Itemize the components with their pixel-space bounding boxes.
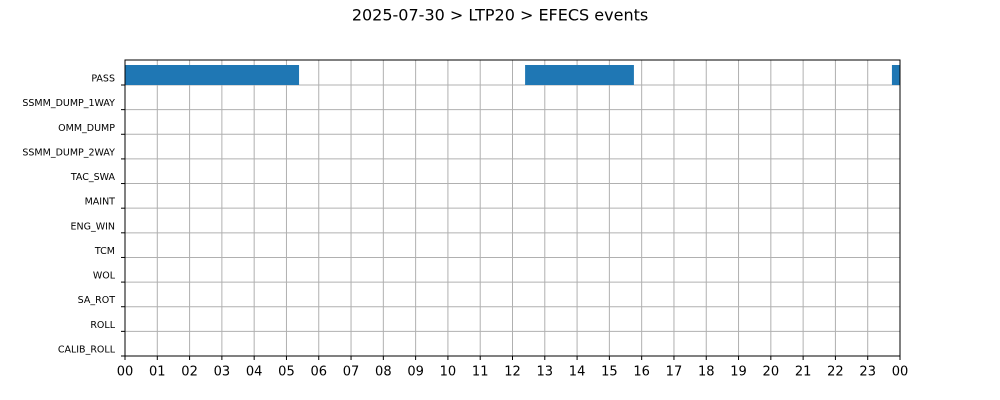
x-tick-label: 04: [246, 365, 263, 380]
y-tick-label: MAINT: [85, 197, 116, 208]
x-tick-label: 07: [343, 365, 360, 380]
y-tick-label: WOL: [93, 271, 116, 282]
y-tick-label: SA_ROT: [78, 295, 116, 306]
x-tick-label: 09: [407, 365, 424, 380]
y-tick-label: OMM_DUMP: [58, 123, 115, 134]
y-tick-label: SSMM_DUMP_2WAY: [22, 147, 115, 158]
x-tick-label: 17: [666, 365, 683, 380]
x-tick-label: 19: [730, 365, 747, 380]
x-tick-label: 23: [859, 365, 876, 380]
x-tick-label: 10: [440, 365, 457, 380]
x-tick-label: 11: [472, 365, 489, 380]
x-tick-label: 16: [633, 365, 650, 380]
x-tick-label: 15: [601, 365, 618, 380]
x-tick-label: 21: [795, 365, 812, 380]
y-tick-label: SSMM_DUMP_1WAY: [22, 98, 115, 109]
x-tick-label: 01: [149, 365, 166, 380]
x-tick-label: 00: [892, 365, 909, 380]
x-tick-label: 03: [214, 365, 231, 380]
y-tick-label: ROLL: [90, 320, 115, 331]
x-tick-label: 14: [569, 365, 586, 380]
x-tick-label: 12: [504, 365, 521, 380]
y-tick-label: CALIB_ROLL: [58, 345, 116, 356]
y-tick-label: TCM: [94, 246, 115, 257]
event-bar: [125, 65, 300, 85]
x-tick-label: 20: [763, 365, 780, 380]
event-bar: [891, 65, 900, 85]
x-tick-label: 13: [537, 365, 554, 380]
event-bar: [525, 65, 634, 85]
y-tick-label: ENG_WIN: [70, 221, 115, 232]
x-tick-label: 08: [375, 365, 392, 380]
x-tick-label: 18: [698, 365, 715, 380]
x-tick-label: 22: [827, 365, 844, 380]
x-tick-label: 06: [310, 365, 327, 380]
x-tick-label: 02: [181, 365, 198, 380]
y-tick-label: PASS: [91, 74, 115, 85]
x-tick-label: 05: [278, 365, 295, 380]
plot-frame: [124, 59, 901, 357]
x-tick-label: 00: [117, 365, 134, 380]
y-tick-label: TAC_SWA: [70, 172, 116, 183]
chart-title: 2025-07-30 > LTP20 > EFECS events: [352, 6, 648, 25]
